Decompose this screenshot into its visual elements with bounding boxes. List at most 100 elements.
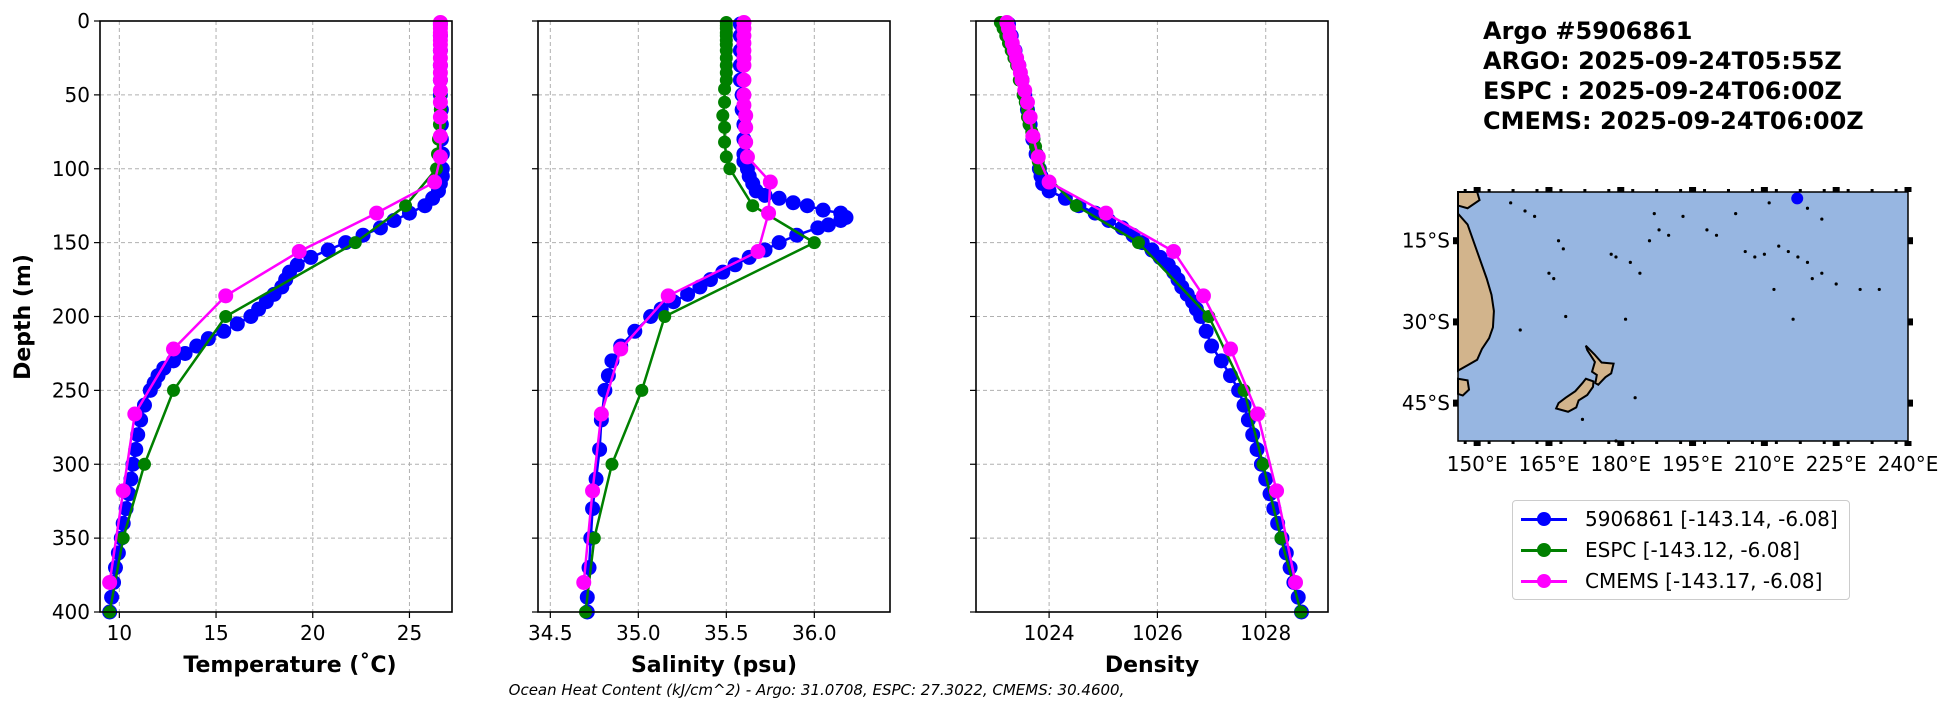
island [1877, 287, 1881, 292]
map-minor-tick [1655, 441, 1659, 444]
island [1858, 287, 1862, 292]
legend-marker-espc [1521, 540, 1567, 560]
data-point-cmems [660, 288, 676, 304]
y-tick-label: 400 [52, 600, 90, 624]
x-axis-label: Temperature (˚C) [183, 653, 396, 678]
data-point-cmems [613, 341, 629, 357]
data-point-cmems [762, 174, 778, 190]
map-minor-tick [1726, 189, 1730, 192]
map-x-tick [1904, 187, 1912, 192]
y-tick-label: 200 [52, 305, 90, 329]
x-tick-label: 1024 [1024, 621, 1075, 645]
data-point-cmems [432, 72, 448, 88]
data-point-argo [229, 316, 245, 332]
map-x-tick [1545, 441, 1553, 446]
map-x-tick [1689, 187, 1697, 192]
data-point-argo [123, 471, 139, 487]
series-argo [102, 16, 450, 620]
legend-label: 5906861 [-143.14, -6.08] [1585, 507, 1838, 531]
map-x-tick [1832, 187, 1840, 192]
map-lon-label: 150°E [1447, 452, 1508, 476]
map-x-tick [1473, 441, 1481, 446]
data-point-espc [116, 531, 130, 545]
series-cmems [102, 14, 448, 590]
data-point-argo [303, 249, 319, 265]
data-point-argo [833, 212, 849, 228]
map-minor-tick [1583, 441, 1587, 444]
data-point-argo [1213, 353, 1229, 369]
map-minor-tick [1631, 441, 1635, 444]
island [1638, 271, 1642, 275]
profile-info: Argo #5906861 ARGO: 2025-09-24T05:55Z ESPC… [1483, 16, 1864, 136]
island [1628, 260, 1632, 264]
data-point-espc [746, 199, 760, 213]
data-point-cmems [1017, 82, 1033, 98]
float-id: Argo #5906861 [1483, 17, 1693, 45]
data-point-argo [771, 235, 787, 251]
profile-panel-2: 34.5 35.0 35.5 36.0 Salinity (psu) [528, 14, 891, 678]
data-point-argo [810, 220, 826, 236]
data-point-argo [130, 427, 146, 443]
island [1714, 233, 1719, 237]
data-point-cmems [218, 288, 234, 304]
y-axis-label: Depth (m) [11, 254, 36, 380]
data-point-cmems [736, 72, 752, 88]
data-point-cmems [739, 149, 755, 165]
island [1657, 228, 1661, 232]
island [1614, 255, 1618, 259]
island [1753, 255, 1757, 259]
data-point-cmems [738, 108, 754, 124]
location-map: 150°E 165°E 180°E 195°E 210°E 225°E 240°E 15°S 3… [1402, 187, 1938, 476]
data-point-cmems [291, 243, 307, 259]
data-point-espc [718, 120, 732, 134]
data-point-argo [680, 286, 696, 302]
map-minor-tick [1511, 189, 1515, 192]
map-lon-label: 210°E [1734, 452, 1795, 476]
series-line-argo [586, 23, 848, 612]
island [1805, 206, 1810, 210]
island [1820, 271, 1824, 275]
data-point-cmems [1288, 574, 1304, 590]
data-point-argo [128, 441, 144, 457]
y-tick-label: 50 [65, 83, 90, 107]
map-minor-tick [1870, 189, 1874, 192]
map-minor-tick [1894, 441, 1898, 444]
data-point-argo [243, 309, 259, 324]
data-point-cmems [738, 134, 754, 150]
australia-landmass [1457, 192, 1495, 373]
island [1705, 228, 1709, 232]
map-lon-label: 180°E [1590, 452, 1651, 476]
island [1633, 396, 1637, 400]
data-point-cmems [1223, 341, 1239, 357]
data-point-argo [715, 264, 731, 280]
x-tick-label: 20 [300, 621, 325, 645]
series-cmems [999, 14, 1304, 590]
data-point-espc [348, 236, 362, 250]
island [1561, 247, 1565, 251]
island [1805, 260, 1810, 264]
data-point-argo [785, 195, 801, 211]
data-point-cmems [1098, 205, 1114, 221]
x-tick-label: 34.5 [528, 621, 573, 645]
map-lon-label: 225°E [1806, 452, 1867, 476]
argo-location-marker [1791, 192, 1804, 205]
map-minor-tick [1607, 441, 1611, 444]
map-minor-tick [1655, 189, 1659, 192]
data-point-espc [399, 199, 413, 213]
data-point-cmems [761, 205, 777, 221]
island [1767, 201, 1771, 205]
data-point-argo [372, 220, 388, 236]
legend: 5906861 [-143.14, -6.08] ESPC [-143.12, … [1512, 500, 1850, 600]
data-point-cmems [585, 483, 601, 499]
map-lon-label: 195°E [1662, 452, 1723, 476]
map-x-tick [1904, 441, 1912, 446]
island [1552, 277, 1556, 281]
island [1743, 249, 1747, 254]
data-point-cmems [736, 87, 752, 103]
map-minor-tick [1559, 441, 1563, 444]
data-point-espc [1131, 236, 1145, 250]
island [1580, 417, 1585, 421]
island [1810, 277, 1814, 281]
data-point-espc [219, 310, 233, 323]
series-cmems [576, 14, 778, 590]
